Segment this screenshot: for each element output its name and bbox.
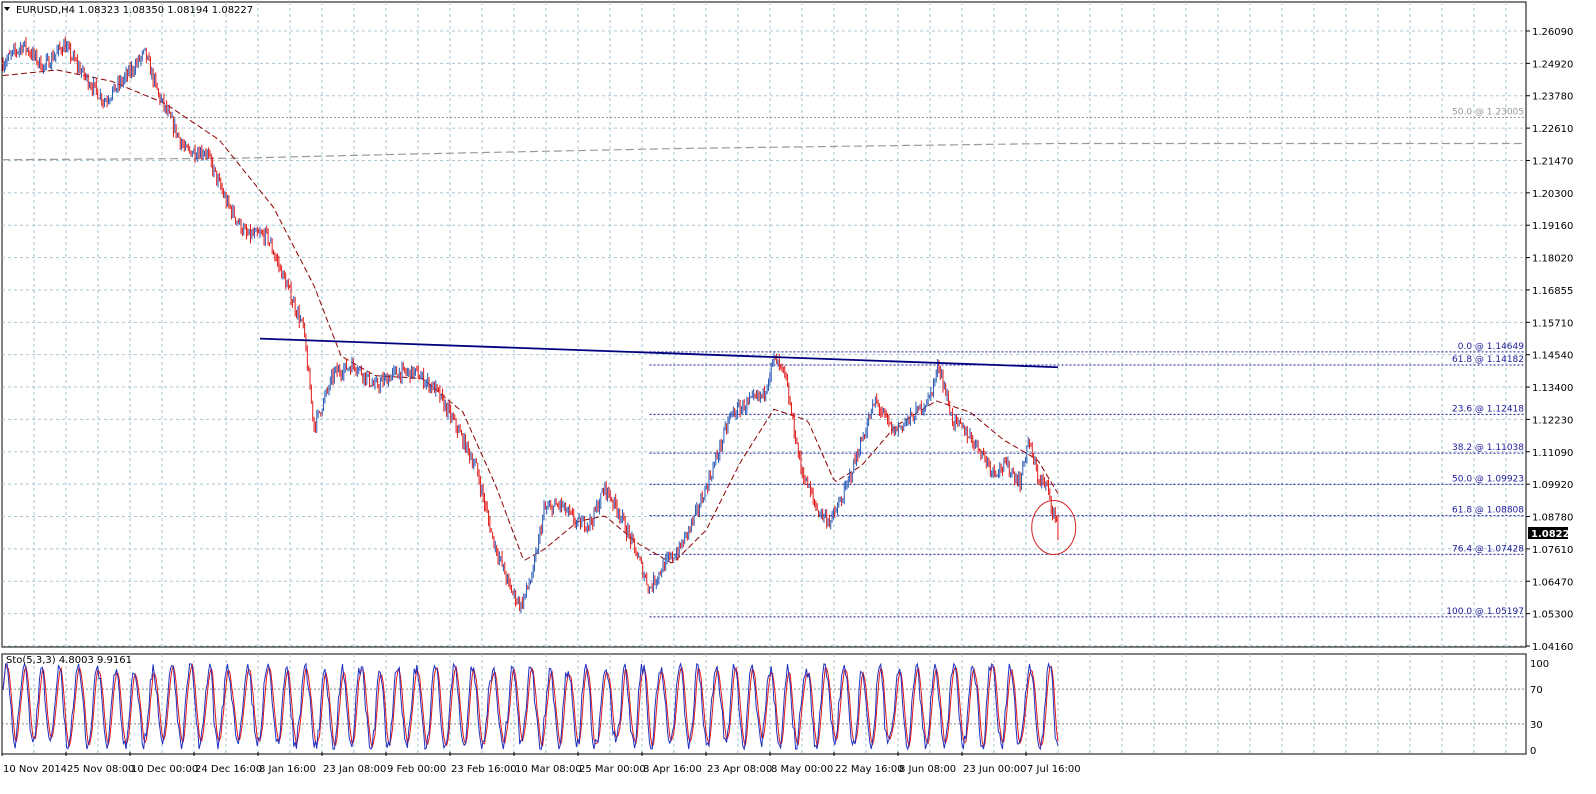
fib-level-label: 50.0 @ 1.09923 (1452, 474, 1524, 484)
dropdown-icon[interactable] (4, 7, 10, 11)
moving-average (2, 69, 1059, 564)
date-tick-label: 22 May 16:00 (835, 764, 904, 775)
date-tick-label: 24 Dec 16:00 (195, 764, 262, 775)
price-tick-label: 1.09920 (1532, 480, 1573, 491)
price-tag-box (1528, 527, 1568, 539)
date-tick-label: 23 Jan 08:00 (323, 764, 386, 775)
date-tick-label: 8 Jan 16:00 (259, 764, 316, 775)
date-tick-label: 8 Apr 16:00 (643, 764, 702, 775)
price-tick-label: 1.06470 (1532, 577, 1573, 588)
price-tick-label: 1.24920 (1532, 59, 1573, 70)
stochastic-panel: 100 70 30 0 (2, 659, 1549, 757)
stoch-level-label: 70 (1530, 685, 1543, 696)
price-tick-label: 1.20300 (1532, 189, 1573, 200)
price-tick-label: 1.13400 (1532, 383, 1573, 394)
highlight-ellipse (1031, 499, 1077, 555)
date-tick-label: 23 Jun 00:00 (963, 764, 1027, 775)
price-tag-value: 1.08227 (1531, 529, 1577, 540)
date-tick-label: 8 May 00:00 (771, 764, 833, 775)
highlight-circle (1031, 499, 1077, 555)
date-tick-label: 7 Jul 16:00 (1027, 764, 1081, 775)
fib-level-label: 0.0 @ 1.14649 (1458, 342, 1525, 352)
fib-level-label: 61.8 @ 1.14182 (1452, 355, 1524, 365)
stoch-level-label: 30 (1530, 720, 1543, 731)
grid (1, 1, 1527, 755)
ma-line (2, 69, 1059, 564)
resistance-trendline (259, 337, 1058, 369)
price-tick-label: 1.08780 (1532, 513, 1573, 524)
date-tick-label: 8 Jun 08:00 (899, 764, 956, 775)
fib-level-label: 38.2 @ 1.11038 (1452, 443, 1524, 453)
price-tick-label: 1.23780 (1532, 92, 1573, 103)
stochastic-title: Sto(5,3,3) 4.8003 9.9161 (6, 655, 132, 666)
date-tick-label: 10 Dec 00:00 (131, 764, 198, 775)
price-axis: 1.26090 1.24920 1.23780 1.22610 1.21470 1.203… (1526, 27, 1573, 653)
fib-upper-label: 50.0 @ 1.23005 (1452, 108, 1524, 118)
price-tick-label: 1.21470 (1532, 156, 1573, 167)
long-ma-line (2, 142, 1526, 161)
price-series (2, 36, 1059, 614)
date-tick-label: 23 Feb 16:00 (451, 764, 517, 775)
symbol-title: EURUSD,H4 1.08323 1.08350 1.08194 1.0822… (16, 5, 253, 16)
stoch-signal-line (2, 663, 1059, 749)
date-tick-label: 25 Nov 08:00 (67, 764, 134, 775)
fibonacci-levels: 0.0 @ 1.14649 61.8 @ 1.14182 23.6 @ 1.1241… (2, 108, 1526, 618)
fib-level-label: 76.4 @ 1.07428 (1452, 544, 1524, 554)
price-tick-label: 1.15710 (1532, 318, 1573, 329)
price-tick-label: 1.14540 (1532, 351, 1573, 362)
date-tick-label: 23 Apr 08:00 (707, 764, 772, 775)
date-tick-label: 25 Mar 00:00 (579, 764, 646, 775)
fib-level-label: 23.6 @ 1.12418 (1452, 404, 1524, 414)
chart-header: EURUSD,H4 1.08323 1.08350 1.08194 1.0822… (4, 5, 253, 666)
long-moving-average (2, 142, 1526, 161)
stoch-level-label: 100 (1530, 659, 1549, 670)
fib-level-label: 100.0 @ 1.05197 (1446, 607, 1524, 617)
price-tick-label: 1.22610 (1532, 124, 1573, 135)
price-tick-label: 1.05300 (1532, 610, 1573, 621)
stoch-level-label: 0 (1530, 746, 1536, 757)
price-tick-label: 1.12230 (1532, 415, 1573, 426)
trendline (259, 337, 1058, 369)
date-tick-label: 10 Nov 2014 (3, 764, 67, 775)
price-tick-label: 1.18020 (1532, 254, 1573, 265)
price-tick-label: 1.07610 (1532, 545, 1573, 556)
price-tick-label: 1.26090 (1532, 27, 1573, 38)
fib-level-label: 61.8 @ 1.08808 (1452, 506, 1524, 516)
stochastic-panel-border (1, 653, 1527, 755)
price-tick-label: 1.19160 (1532, 221, 1573, 232)
price-tick-label: 1.04160 (1532, 642, 1573, 653)
current-price-tag: 1.08227 (1528, 527, 1577, 540)
date-tick-label: 10 Mar 08:00 (515, 764, 582, 775)
main-panel-border (1, 1, 1527, 648)
stoch-main-line (2, 661, 1059, 751)
price-tick-label: 1.16855 (1532, 286, 1573, 297)
date-tick-label: 9 Feb 00:00 (387, 764, 446, 775)
price-tick-label: 1.11090 (1532, 448, 1573, 459)
